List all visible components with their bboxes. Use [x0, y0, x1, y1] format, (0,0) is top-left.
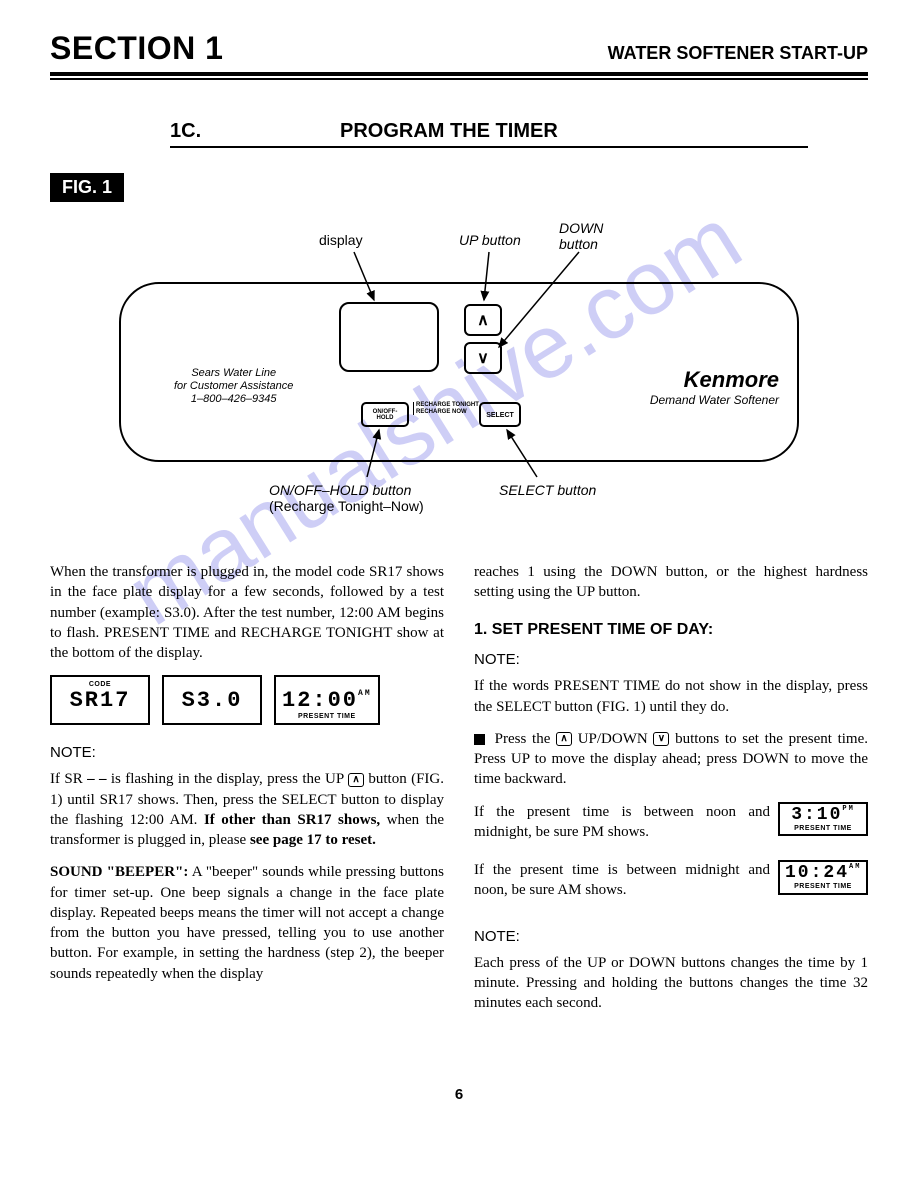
figure-label: FIG. 1 [50, 173, 124, 202]
subsection-title: PROGRAM THE TIMER [340, 120, 558, 143]
note-paragraph-1: If SR – – is flashing in the display, pr… [50, 769, 444, 850]
page-header: SECTION 1 WATER SOFTENER START-UP [50, 30, 868, 76]
lcd-pm-example: 3:10PM PRESENT TIME [778, 802, 868, 836]
display-screen [339, 302, 439, 372]
brand-subtitle: Demand Water Softener [639, 393, 779, 407]
continuation-paragraph: reaches 1 using the DOWN button, or the … [474, 562, 868, 603]
down-button[interactable]: ∨ [464, 342, 502, 374]
onoff-hold-button[interactable]: ON/OFF- HOLD [361, 402, 409, 427]
callout-up: UP button [459, 232, 521, 248]
left-column: When the transformer is plugged in, the … [50, 562, 444, 1026]
down-icon: ∨ [653, 732, 669, 746]
callout-onoff: ON/OFF–HOLD button (Recharge Tonight–Now… [269, 482, 424, 514]
up-button[interactable]: ∧ [464, 304, 502, 336]
brand-name: Kenmore [639, 367, 779, 393]
step-1-heading: 1. SET PRESENT TIME OF DAY: [474, 619, 868, 641]
intro-paragraph: When the transformer is plugged in, the … [50, 562, 444, 663]
lcd-am-example: 10:24AM PRESENT TIME [778, 860, 868, 894]
note-heading-1: NOTE: [50, 743, 444, 763]
note-heading-3: NOTE: [474, 927, 868, 947]
header-rule [50, 78, 868, 80]
lcd-test: S3.0 [162, 675, 262, 725]
note-paragraph-2: If the words PRESENT TIME do not show in… [474, 676, 868, 717]
lcd-time: 12:00AM PRESENT TIME [274, 675, 380, 725]
page-number: 6 [50, 1086, 868, 1103]
select-button[interactable]: SELECT [479, 402, 521, 427]
up-icon: ∧ [556, 732, 572, 746]
section-title: WATER SOFTENER START-UP [608, 43, 868, 64]
subsection-number: 1C. [170, 120, 340, 143]
right-column: reaches 1 using the DOWN button, or the … [474, 562, 868, 1026]
note-paragraph-3: Each press of the UP or DOWN buttons cha… [474, 953, 868, 1014]
section-label: SECTION 1 [50, 30, 223, 67]
callout-down: DOWN button [559, 220, 603, 252]
beeper-paragraph: SOUND "BEEPER": A "beeper" sounds while … [50, 862, 444, 984]
subsection-header: 1C. PROGRAM THE TIMER [170, 120, 808, 148]
body-columns: When the transformer is plugged in, the … [50, 562, 868, 1026]
brand-block: Kenmore Demand Water Softener [639, 367, 779, 407]
control-panel-diagram: display UP button DOWN button ON/OFF–HOL… [79, 212, 839, 532]
up-icon: ∧ [348, 773, 364, 787]
callout-display: display [319, 232, 363, 248]
helpline-text: Sears Water Line for Customer Assistance… [174, 367, 293, 407]
note-heading-2: NOTE: [474, 650, 868, 670]
lcd-code: CODE SR17 [50, 675, 150, 725]
lcd-examples-row: CODE SR17 S3.0 12:00AM PRESENT TIME [50, 675, 444, 725]
updown-instruction: Press the ∧ UP/DOWN ∨ buttons to set the… [474, 729, 868, 790]
callout-select: SELECT button [499, 482, 596, 498]
bullet-icon [474, 734, 485, 745]
recharge-label: RECHARGE TONIGHT RECHARGE NOW [413, 402, 479, 415]
